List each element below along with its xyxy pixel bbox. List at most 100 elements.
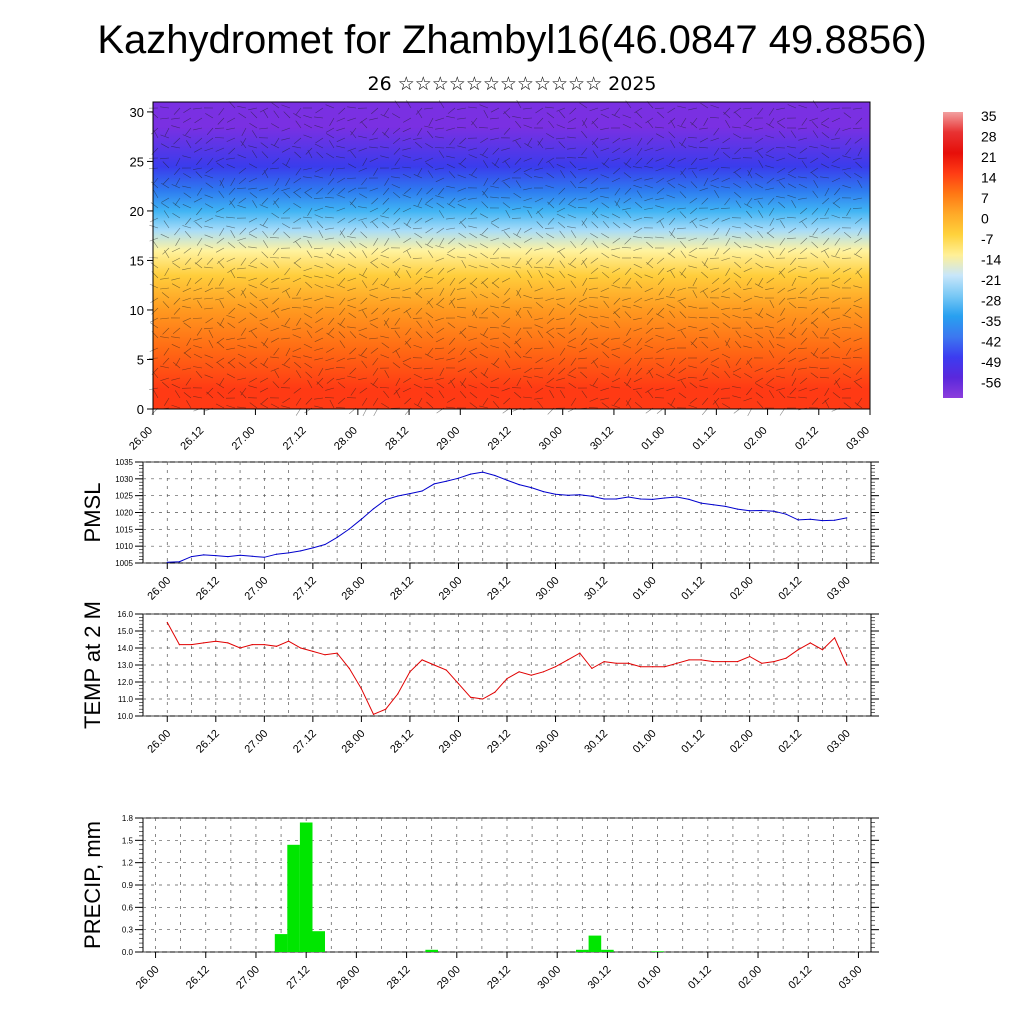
pmsl-point (203, 554, 205, 556)
temp2m-point (275, 645, 278, 647)
pmsl-xtick-label: 26.00 (145, 575, 173, 603)
temp2m-xtick-label: 28.00 (340, 728, 368, 756)
temp2m-point (530, 674, 532, 676)
crosssection-ytick-label: 0 (137, 402, 144, 417)
colorbar-label: 7 (981, 190, 989, 206)
pmsl-point (554, 493, 557, 495)
pmsl-xtick-label: 27.00 (243, 575, 271, 603)
temp2m-point (797, 649, 799, 651)
pmsl-point (591, 495, 593, 497)
precip-xtick-label: 30.00 (535, 964, 563, 992)
crosssection-ytick-label: 10 (130, 303, 144, 318)
colorbar-label: -7 (981, 231, 994, 247)
pmsl-point (372, 508, 375, 510)
pmsl-point (397, 495, 399, 497)
temp2m-point (457, 683, 460, 685)
pmsl-point (385, 499, 387, 501)
temp2m-ytick-label: 14.0 (117, 644, 133, 653)
pmsl-point (251, 555, 253, 557)
precip-ytick-label: 0.0 (122, 948, 134, 957)
precip-xtick-label: 27.00 (234, 964, 262, 992)
precip-xtick-label: 26.12 (184, 964, 212, 992)
temp2m-ytick-label: 16.0 (117, 610, 133, 619)
temp2m-xtick-label: 29.12 (485, 728, 513, 756)
temp2m-point (603, 661, 605, 663)
colorbar-label: -49 (981, 354, 1001, 370)
pmsl-point (312, 547, 314, 549)
pmsl-point (288, 552, 290, 554)
colorbar-label: -14 (981, 252, 1001, 268)
temp2m-point (251, 644, 253, 646)
crosssection-xtick-label: 27.12 (281, 425, 309, 453)
pmsl-xtick-label: 28.00 (340, 575, 368, 603)
crosssection-xtick-label: 02.00 (742, 425, 770, 453)
precip-xtick-label: 29.00 (435, 964, 463, 992)
temp2m-xtick-label: 02.12 (776, 728, 804, 756)
pmsl-point (421, 490, 423, 492)
temp2m-point (397, 693, 399, 695)
pmsl-xtick-label: 03.00 (825, 575, 853, 603)
temp2m-point (652, 666, 654, 668)
temp2m-point (591, 667, 593, 670)
pmsl-xtick-label: 29.12 (485, 575, 513, 603)
temp2m-ytick-label: 12.0 (117, 678, 133, 687)
pmsl-point (603, 498, 605, 500)
precip-ytick-label: 1.2 (122, 859, 134, 868)
pmsl-point (360, 518, 362, 520)
pmsl-point (263, 556, 265, 558)
colorbar-label: 0 (981, 211, 989, 227)
crosssection-ytick-label: 20 (130, 204, 144, 219)
temp2m-point (372, 713, 375, 715)
temp2m-point (300, 647, 302, 649)
temp2m-point (215, 640, 217, 642)
pmsl-point (300, 550, 302, 552)
temp2m-xtick-label: 01.12 (679, 728, 707, 756)
precip-xtick-label: 01.12 (686, 964, 714, 992)
colorbar-label: -42 (981, 334, 1001, 350)
pmsl-point (627, 496, 629, 498)
temp2m-point (190, 644, 193, 646)
pmsl-xtick-label: 30.00 (534, 575, 562, 603)
pmsl-point (239, 554, 241, 556)
temp2m-point (627, 662, 629, 664)
pmsl-point (494, 474, 496, 477)
pmsl-xtick-label: 29.00 (437, 575, 465, 603)
temp2m-xtick-label: 28.12 (388, 728, 416, 756)
colorbar-label: -21 (981, 272, 1001, 288)
pmsl-xtick-label: 30.12 (582, 575, 610, 603)
temp2m-ytick-label: 15.0 (117, 627, 133, 636)
pmsl-point (445, 480, 447, 482)
precip-xtick-label: 28.00 (335, 964, 363, 992)
temp2m-point (385, 708, 387, 710)
precip-xtick-label: 02.00 (736, 964, 764, 992)
precip-ytick-label: 0.6 (122, 903, 134, 912)
pmsl-point (348, 528, 350, 530)
pmsl-point (676, 496, 678, 498)
temp2m-point (736, 661, 739, 663)
pmsl-point (579, 494, 581, 496)
pmsl-ytick-label: 1035 (115, 458, 133, 467)
precip-xtick-label: 27.12 (284, 964, 312, 992)
precip-xtick-label: 02.12 (786, 964, 814, 992)
temp2m-ytick-label: 11.0 (118, 695, 134, 704)
pmsl-point (336, 536, 338, 539)
temp2m-point (761, 662, 763, 664)
pmsl-point (712, 504, 714, 506)
precip-bar (425, 949, 438, 952)
crosssection-ytick-label: 25 (130, 154, 144, 169)
temp2m-point (724, 661, 727, 663)
pmsl-xtick-label: 02.12 (776, 575, 804, 603)
temp2m-point (664, 666, 666, 668)
temp2m-point (567, 659, 569, 661)
pmsl-ytick-label: 1015 (115, 525, 133, 534)
pmsl-xtick-label: 01.12 (679, 575, 707, 603)
crosssection-xtick-label: 02.12 (793, 425, 821, 453)
pmsl-point (190, 556, 193, 558)
pmsl-xtick-label: 01.00 (631, 575, 659, 603)
temp2m-point (263, 644, 265, 646)
pmsl-point (178, 561, 180, 563)
pmsl-point (773, 510, 775, 512)
temp2m-xtick-label: 02.00 (728, 728, 756, 756)
pmsl-point (470, 473, 472, 475)
temp2m-xtick-label: 03.00 (825, 728, 853, 756)
